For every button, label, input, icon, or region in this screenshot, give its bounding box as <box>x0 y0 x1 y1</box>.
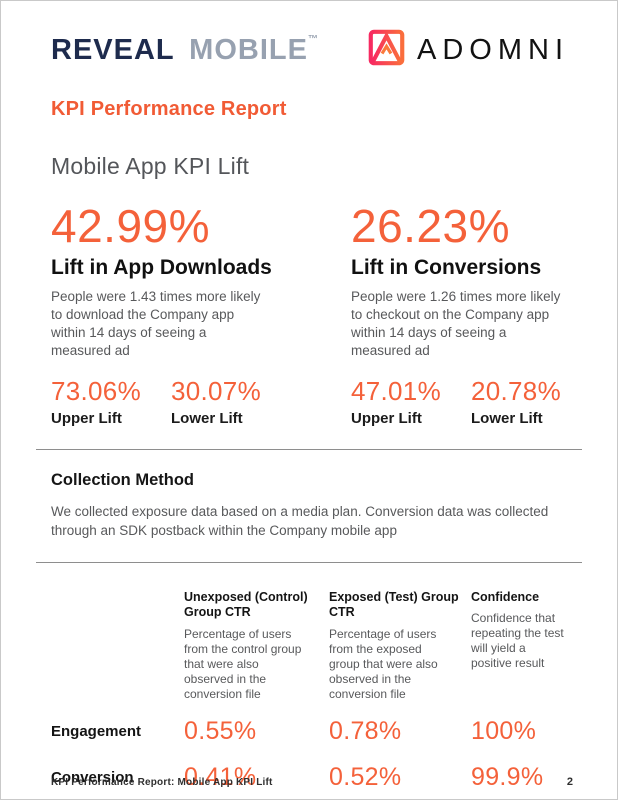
page-number: 2 <box>566 776 573 788</box>
row-label: Conversion <box>51 768 134 786</box>
lower-lift-value: 30.07% <box>171 375 261 406</box>
stat-description: People were 1.43 times more likely to do… <box>51 289 261 358</box>
column-header: Confidence <box>471 589 540 604</box>
collection-method-body: We collected exposure data based on a me… <box>51 503 549 538</box>
stat-value: 26.23% <box>351 200 511 252</box>
stat-label: Lift in App Downloads <box>51 256 272 279</box>
downloads-lift-bounds: 73.06% Upper Lift 30.07% Lower Lift <box>51 378 351 427</box>
column-exposed-ctr: Exposed (Test) Group CTR Percentage of u… <box>329 590 471 702</box>
upper-lift-value: 47.01% <box>351 375 441 406</box>
engagement-exposed-ctr: 0.78% <box>329 716 402 745</box>
column-description: Percentage of users from the exposed gro… <box>329 626 438 701</box>
column-unexposed-ctr: Unexposed (Control) Group CTR Percentage… <box>184 590 329 702</box>
adomni-logo-text: ADOMNI <box>417 33 569 66</box>
upper-lift-stat: 73.06% Upper Lift <box>51 378 171 427</box>
conversion-unexposed-ctr: 0.41% <box>184 762 257 791</box>
reveal-mobile-logo: REVEAL MOBILE™ <box>51 34 319 67</box>
mobile-logo-word: MOBILE <box>189 33 308 66</box>
engagement-unexposed-ctr: 0.55% <box>184 716 257 745</box>
collection-method-section: Collection Method We collected exposure … <box>1 471 617 541</box>
stat-lift-app-downloads: 42.99% Lift in App Downloads People were… <box>51 203 351 360</box>
engagement-confidence: 100% <box>471 716 537 745</box>
lower-lift-label: Lower Lift <box>471 409 543 427</box>
header: REVEAL MOBILE™ ADOMNI <box>1 1 617 71</box>
conversions-lift-bounds: 47.01% Upper Lift 20.78% Lower Lift <box>351 378 591 427</box>
stat-description: People were 1.26 times more likely to ch… <box>351 289 561 358</box>
report-subtitle: Mobile App KPI Lift <box>51 153 250 179</box>
page-title: KPI Performance Report <box>51 98 287 120</box>
collection-method-heading: Collection Method <box>51 470 194 489</box>
section-divider <box>36 448 582 450</box>
stat-label: Lift in Conversions <box>351 256 542 279</box>
column-confidence: Confidence Confidence that repeating the… <box>471 590 569 672</box>
section-divider <box>36 561 582 563</box>
upper-lift-stat: 47.01% Upper Lift <box>351 378 471 427</box>
table-header-row: Unexposed (Control) Group CTR Percentage… <box>51 590 569 702</box>
footer-report-title: KPI Performance Report: Mobile App KPI L… <box>51 776 273 788</box>
adomni-a-icon <box>368 29 405 71</box>
adomni-logo: ADOMNI <box>368 29 569 71</box>
upper-lift-value: 73.06% <box>51 375 141 406</box>
conversion-confidence: 99.9% <box>471 762 544 791</box>
table-row-conversion: Conversion 0.41% 0.52% 99.9% <box>51 762 569 791</box>
column-header: Unexposed (Control) Group CTR <box>184 589 308 620</box>
upper-lift-label: Upper Lift <box>51 409 122 427</box>
stat-value: 42.99% <box>51 200 211 252</box>
upper-lift-label: Upper Lift <box>351 409 422 427</box>
table-row-engagement: Engagement 0.55% 0.78% 100% <box>51 716 569 745</box>
stat-lift-conversions: 26.23% Lift in Conversions People were 1… <box>351 203 569 360</box>
row-label: Engagement <box>51 722 142 740</box>
lower-lift-stat: 30.07% Lower Lift <box>171 378 291 427</box>
column-description: Confidence that repeating the test will … <box>471 611 564 671</box>
column-header: Exposed (Test) Group CTR <box>329 589 459 620</box>
trademark-symbol: ™ <box>307 33 319 45</box>
reveal-logo-word: REVEAL <box>51 33 175 66</box>
lower-lift-stat: 20.78% Lower Lift <box>471 378 591 427</box>
lower-lift-value: 20.78% <box>471 375 561 406</box>
page-footer: KPI Performance Report: Mobile App KPI L… <box>51 776 573 788</box>
conversion-exposed-ctr: 0.52% <box>329 762 402 791</box>
column-description: Percentage of users from the control gro… <box>184 626 302 701</box>
lower-lift-label: Lower Lift <box>171 409 243 427</box>
results-table: Unexposed (Control) Group CTR Percentage… <box>51 590 569 790</box>
confidence-interval-section: 73.06% Upper Lift 30.07% Lower Lift 47.0… <box>51 378 569 427</box>
hero-stats-section: 42.99% Lift in App Downloads People were… <box>51 203 569 360</box>
